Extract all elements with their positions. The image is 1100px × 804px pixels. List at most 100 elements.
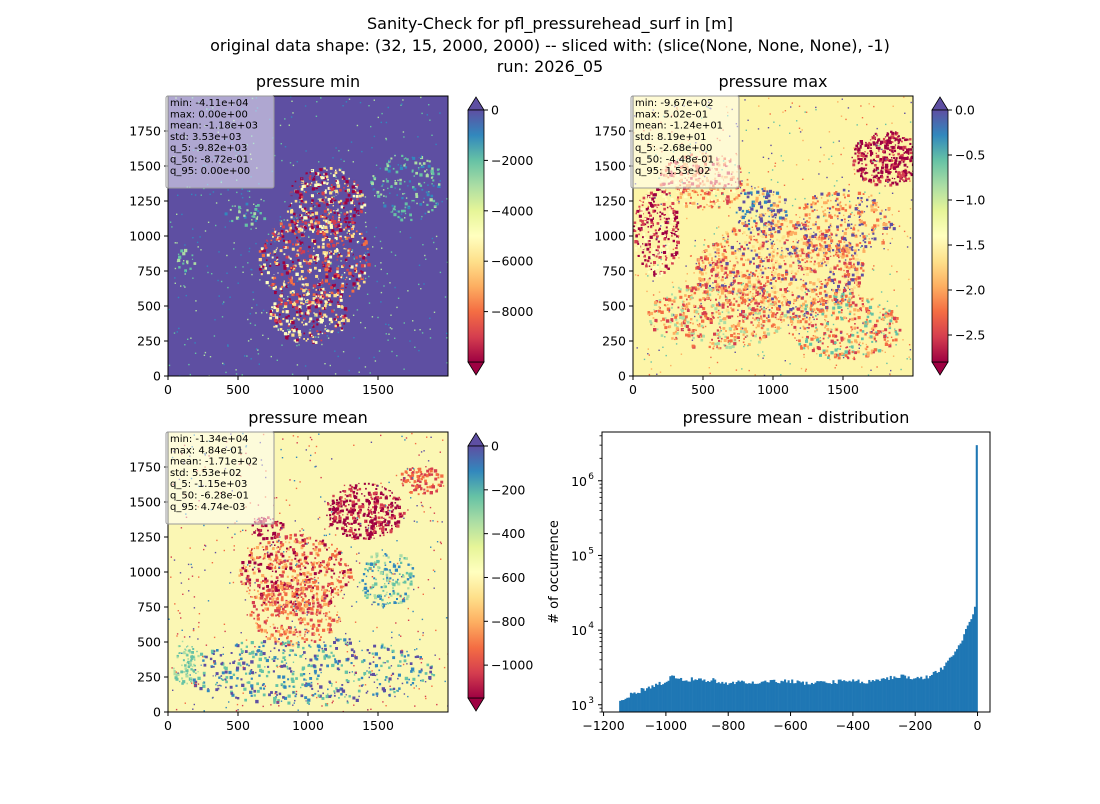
field-cell: [688, 331, 690, 333]
field-cell: [714, 334, 716, 336]
field-cell: [750, 291, 751, 292]
field-cell: [287, 286, 288, 287]
figure-title-line-1: Sanity-Check for pfl_pressurehead_surf i…: [367, 14, 733, 34]
field-cell: [915, 148, 917, 150]
field-cell: [686, 289, 689, 292]
field-cell: [904, 137, 905, 138]
field-cell: [315, 212, 318, 215]
field-cell: [736, 212, 738, 214]
field-cell: [363, 243, 366, 246]
field-cell: [428, 211, 430, 213]
field-cell: [340, 255, 342, 257]
field-cell: [709, 264, 711, 266]
field-cell: [297, 281, 298, 282]
field-cell: [390, 158, 392, 160]
field-cell: [759, 337, 761, 339]
field-cell: [650, 312, 653, 315]
field-cell: [725, 346, 728, 349]
field-cell: [837, 339, 839, 341]
field-cell: [888, 344, 890, 346]
field-cell: [343, 244, 344, 245]
field-cell: [866, 300, 868, 302]
field-cell: [810, 308, 812, 310]
field-cell: [832, 334, 835, 337]
field-cell: [371, 147, 372, 148]
field-cell: [316, 319, 318, 321]
field-cell: [330, 233, 331, 234]
field-cell: [649, 207, 651, 209]
field-cell: [795, 255, 797, 257]
field-cell: [865, 142, 867, 144]
field-cell: [335, 193, 337, 195]
field-cell: [756, 308, 758, 310]
field-cell: [365, 255, 366, 256]
field-cell: [378, 117, 379, 118]
field-cell: [809, 317, 811, 319]
stats-line: std: 3.53e+03: [170, 132, 242, 143]
field-cell: [301, 285, 304, 288]
field-cell: [188, 364, 189, 365]
field-cell: [324, 226, 327, 229]
field-cell: [334, 212, 336, 214]
field-cell: [743, 201, 746, 204]
field-cell: [857, 155, 860, 158]
field-cell: [394, 338, 395, 339]
field-cell: [313, 341, 315, 343]
field-cell: [646, 218, 648, 220]
field-cell: [808, 323, 810, 325]
field-cell: [294, 292, 295, 293]
field-cell: [301, 260, 303, 262]
field-cell: [312, 187, 315, 190]
field-cell: [658, 310, 661, 313]
field-cell: [276, 232, 278, 234]
field-cell: [730, 334, 733, 337]
field-cell: [819, 301, 820, 302]
field-cell: [341, 328, 343, 330]
field-cell: [194, 342, 195, 343]
field-cell: [276, 260, 277, 261]
field-cell: [849, 258, 851, 260]
field-cell: [440, 272, 441, 273]
field-cell: [882, 318, 885, 321]
field-cell: [749, 299, 751, 301]
field-cell: [270, 286, 271, 287]
field-cell: [876, 320, 879, 323]
field-cell: [308, 222, 309, 223]
field-cell: [865, 307, 868, 310]
field-cell: [325, 287, 328, 290]
field-cell: [671, 300, 673, 302]
field-cell: [733, 298, 735, 300]
field-cell: [756, 327, 758, 329]
field-cell: [309, 317, 312, 320]
field-cell: [890, 343, 891, 344]
field-cell: [336, 253, 337, 254]
field-cell: [750, 301, 752, 303]
field-cell: [859, 298, 861, 300]
field-cell: [433, 242, 434, 243]
field-cell: [841, 312, 843, 314]
field-cell: [743, 231, 746, 234]
field-cell: [445, 296, 446, 297]
field-cell: [414, 175, 416, 177]
field-cell: [285, 231, 287, 233]
field-cell: [754, 335, 756, 337]
field-cell: [366, 231, 367, 232]
field-cell: [398, 164, 399, 165]
field-cell: [325, 237, 326, 238]
field-cell: [681, 322, 682, 323]
field-cell: [795, 279, 797, 281]
field-cell: [876, 147, 878, 149]
field-cell: [676, 338, 678, 340]
field-cell: [277, 279, 280, 282]
field-cell: [407, 185, 408, 186]
field-cell: [651, 225, 653, 227]
field-cell: [710, 201, 712, 203]
field-cell: [832, 301, 833, 302]
field-cell: [396, 307, 397, 308]
field-cell: [340, 173, 343, 176]
field-cell: [246, 203, 249, 206]
field-cell: [650, 192, 653, 195]
field-cell: [767, 259, 770, 262]
field-cell: [701, 278, 704, 281]
field-cell: [744, 314, 747, 317]
